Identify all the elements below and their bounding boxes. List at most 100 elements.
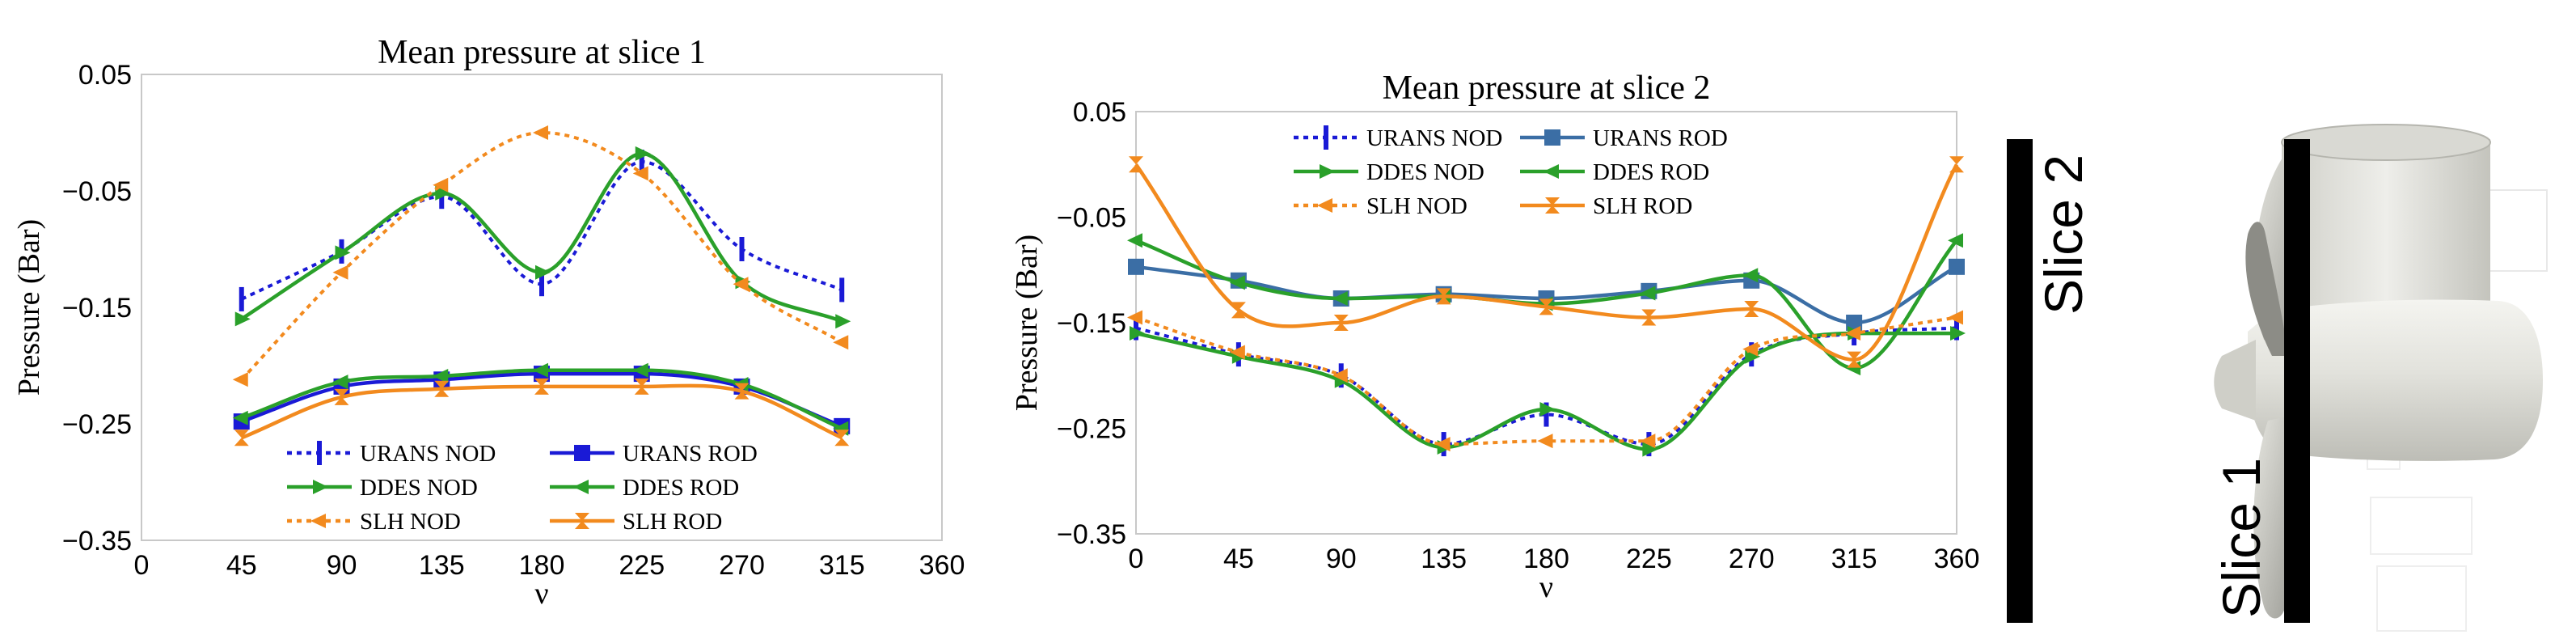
x-axis-label: ν [1539,570,1553,604]
legend-label: SLH NOD [1366,193,1467,219]
data-point [334,388,349,405]
y-axis-label: Pressure (Bar) [12,219,46,396]
x-tick-label: 90 [1326,544,1357,574]
legend-marker [1543,164,1559,179]
data-point [1229,275,1245,290]
series-slh-nod [232,125,849,387]
data-point [634,378,649,395]
x-tick-label: 315 [819,550,865,581]
plot-frame [141,74,943,541]
propeller-hub [2248,299,2543,461]
legend-entry: DDES ROD [550,475,739,501]
legend-marker [1324,125,1328,150]
x-tick-label: 315 [1831,544,1877,574]
data-point [1539,402,1556,417]
propeller-shaft [2282,139,2490,307]
legend-label: DDES NOD [1366,159,1484,185]
x-axis-label: ν [534,577,548,611]
series-line [1135,331,1957,451]
slice-1-label: Slice 1 [2211,458,2271,618]
y-axis-label: Pressure (Bar) [1010,235,1044,411]
propeller-blade-back [2245,222,2288,356]
x-tick-label: 135 [1421,544,1467,574]
bg-outline [2370,497,2473,555]
data-point [639,150,644,174]
data-point [1539,298,1554,315]
data-point [1129,156,1143,173]
data-point [1332,368,1348,383]
legend-label: SLH NOD [360,509,461,535]
data-point [1846,315,1863,331]
data-point [1948,233,1963,248]
legend-marker [574,445,590,461]
data-point [1742,268,1759,283]
legend-label: DDES ROD [1593,159,1709,185]
data-point [833,335,849,350]
data-point [232,372,248,387]
series-slh-nod [1127,310,1963,452]
data-point [1845,326,1861,341]
legend-entry: SLH NOD [1294,193,1467,219]
data-point [535,264,551,280]
legend-entry: DDES ROD [1520,159,1709,185]
y-tick-label: −0.25 [1057,414,1126,445]
y-tick-label: −0.35 [1057,519,1126,550]
series-slh-rod [1129,156,1964,368]
series-line [1134,163,1958,362]
legend-entry: DDES NOD [1294,159,1484,185]
y-tick-label: −0.05 [1057,203,1126,234]
x-tick-label: 0 [1129,544,1144,574]
legend-marker [1317,198,1332,213]
legend-marker [1544,129,1560,146]
data-point [534,378,549,395]
x-tick-label: 45 [226,550,257,581]
y-tick-label: −0.15 [62,293,132,324]
data-point [1950,326,1966,341]
slice-2-plane [2007,139,2033,623]
x-tick-label: 360 [1934,544,1980,574]
data-point [1537,434,1553,449]
data-point [1641,309,1657,326]
x-tick-label: 225 [619,550,665,581]
legend-label: SLH ROD [623,509,722,535]
x-tick-label: 45 [1223,544,1254,574]
slice-2-label: Slice 2 [2033,154,2093,315]
legend-marker [1320,164,1335,179]
propeller-render: Slice 2 Slice 1 [2007,124,2548,632]
series-urans-nod [1134,315,1959,457]
data-point [1229,345,1245,360]
data-point [433,177,449,193]
data-point [335,245,351,260]
data-point [632,362,648,378]
propeller-boss [2214,340,2256,421]
slice-1-plane [2284,139,2310,623]
legend-entry: URANS NOD [287,441,496,467]
legend-label: URANS NOD [1366,125,1502,151]
legend-entry: SLH NOD [287,509,461,535]
legend-entry: URANS NOD [1294,125,1502,151]
legend-entry: URANS ROD [1520,125,1728,151]
y-tick-label: −0.25 [62,409,132,440]
data-point [1742,341,1759,357]
chart-slice-1: Mean pressure at slice 1 ν Pressure (Bar) 0… [12,34,965,611]
legend-marker [313,480,328,494]
x-tick-label: 90 [327,550,357,581]
legend-marker [310,514,326,528]
data-point [1333,315,1349,331]
data-point [739,237,745,261]
data-point [1127,233,1142,248]
series-ddes-rod [232,362,849,436]
data-point [1640,434,1656,449]
y-tick-label: 0.05 [78,60,132,91]
data-point [1130,326,1145,341]
legend-marker [317,441,322,465]
data-point [533,125,548,140]
x-tick-label: 225 [1626,544,1672,574]
legend-label: URANS NOD [360,441,496,467]
x-tick-label: 270 [1729,544,1775,574]
x-tick-label: 360 [919,550,965,581]
legend-label: DDES ROD [623,475,739,501]
series-line [1135,326,1957,446]
x-tick-label: 0 [134,550,150,581]
data-point [232,410,248,425]
